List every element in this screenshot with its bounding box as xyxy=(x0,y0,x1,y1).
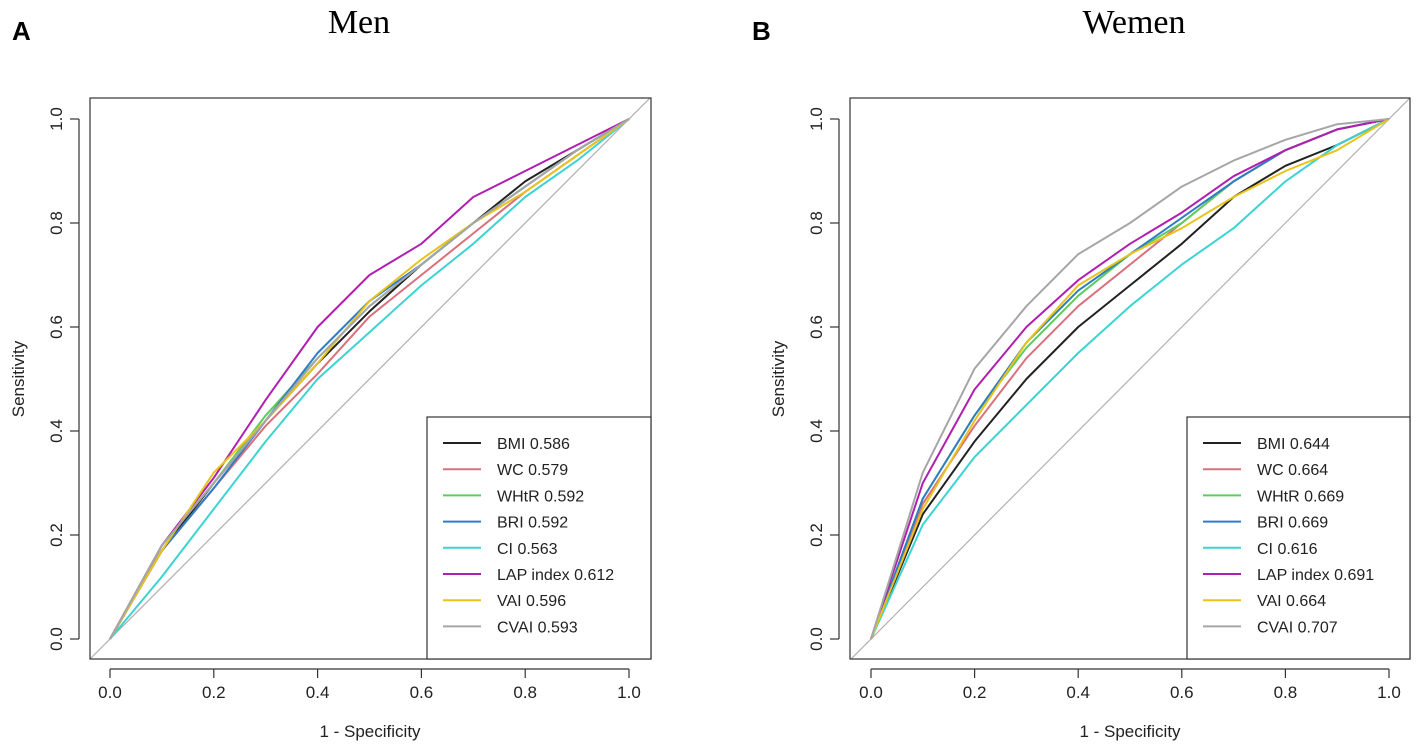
roc-curve-ci xyxy=(870,118,1390,640)
legend-entry: WHtR 0.592 xyxy=(497,488,584,505)
x-tick-label: 0.2 xyxy=(202,683,226,702)
chart-title: Wemen xyxy=(1083,4,1186,41)
y-tick-label: 0.0 xyxy=(807,627,826,651)
legend-entry: WHtR 0.669 xyxy=(1257,488,1344,505)
legend-entry: WC 0.579 xyxy=(497,462,568,479)
legend-box xyxy=(1186,416,1411,660)
legend-entry: BRI 0.592 xyxy=(497,515,568,532)
y-tick-label: 0.2 xyxy=(47,523,66,547)
legend-entry: BMI 0.586 xyxy=(497,436,570,453)
x-axis-label: 1 - Specificity xyxy=(319,722,421,741)
legend-entry: CVAI 0.593 xyxy=(497,619,578,636)
roc-curve-lap-index xyxy=(870,118,1390,640)
x-tick-label: 0.4 xyxy=(306,683,330,702)
panel-label: A xyxy=(12,16,31,46)
x-axis-label: 1 - Specificity xyxy=(1079,722,1181,741)
plot-frame xyxy=(89,97,652,660)
legend-box xyxy=(426,416,652,660)
roc-curve-ci xyxy=(109,118,630,640)
chart-title: Men xyxy=(328,4,390,41)
roc-curve-bmi xyxy=(109,118,630,640)
legend-entry: CI 0.563 xyxy=(497,541,558,558)
legend-entry: VAI 0.596 xyxy=(497,593,566,610)
panel-men: A Men 0.0 0.2 0.4 0.6 0.8 1.0 1 - Specificity 0.0… xyxy=(9,4,652,741)
panel-women: B Wemen 0.0 0.2 0.4 0.6 0.8 1.0 1 - Specificity 0… xyxy=(752,4,1411,741)
y-axis-label: Sensitivity xyxy=(9,340,28,417)
y-tick-label: 0.4 xyxy=(47,419,66,443)
roc-curve-cvai xyxy=(870,118,1390,640)
roc-curve-vai xyxy=(870,118,1390,640)
panel-label: B xyxy=(752,16,771,46)
x-tick-label: 0.6 xyxy=(410,683,434,702)
legend-entry: CVAI 0.707 xyxy=(1257,619,1338,636)
y-tick-label: 0.2 xyxy=(807,523,826,547)
legend-entry: BMI 0.644 xyxy=(1257,436,1330,453)
legend-entry: CI 0.616 xyxy=(1257,541,1318,558)
reference-diagonal xyxy=(90,98,651,659)
x-tick-label: 1.0 xyxy=(617,683,641,702)
legend: BMI 0.586 WC 0.579 WHtR 0.592 BRI 0.592 CI 0… xyxy=(426,416,652,660)
legend-entry: VAI 0.664 xyxy=(1257,593,1326,610)
roc-curve-bmi xyxy=(870,118,1390,640)
x-tick-label: 0.0 xyxy=(859,683,883,702)
x-tick-label: 0.2 xyxy=(963,683,987,702)
y-tick-label: 0.8 xyxy=(47,211,66,235)
x-tick-label: 0.6 xyxy=(1170,683,1194,702)
y-tick-label: 1.0 xyxy=(47,107,66,131)
reference-diagonal xyxy=(850,98,1410,659)
y-tick-label: 0.8 xyxy=(807,211,826,235)
y-tick-label: 0.4 xyxy=(807,419,826,443)
y-axis-label: Sensitivity xyxy=(769,340,788,417)
y-tick-label: 0.0 xyxy=(47,627,66,651)
x-tick-label: 0.8 xyxy=(1274,683,1298,702)
y-tick-label: 0.6 xyxy=(807,315,826,339)
plot-frame xyxy=(849,97,1411,660)
legend-entry: BRI 0.669 xyxy=(1257,515,1328,532)
y-tick-label: 1.0 xyxy=(807,107,826,131)
y-tick-label: 0.6 xyxy=(47,315,66,339)
legend-entry: LAP index 0.612 xyxy=(497,567,614,584)
legend: BMI 0.644 WC 0.664 WHtR 0.669 BRI 0.669 CI 0… xyxy=(1186,416,1411,660)
roc-curve-cvai xyxy=(109,118,630,640)
x-tick-label: 1.0 xyxy=(1377,683,1401,702)
x-tick-label: 0.0 xyxy=(98,683,122,702)
legend-entry: LAP index 0.691 xyxy=(1257,567,1374,584)
roc-curve-vai xyxy=(109,118,630,640)
x-tick-label: 0.4 xyxy=(1066,683,1090,702)
x-tick-label: 0.8 xyxy=(513,683,537,702)
legend-entry: WC 0.664 xyxy=(1257,462,1328,479)
